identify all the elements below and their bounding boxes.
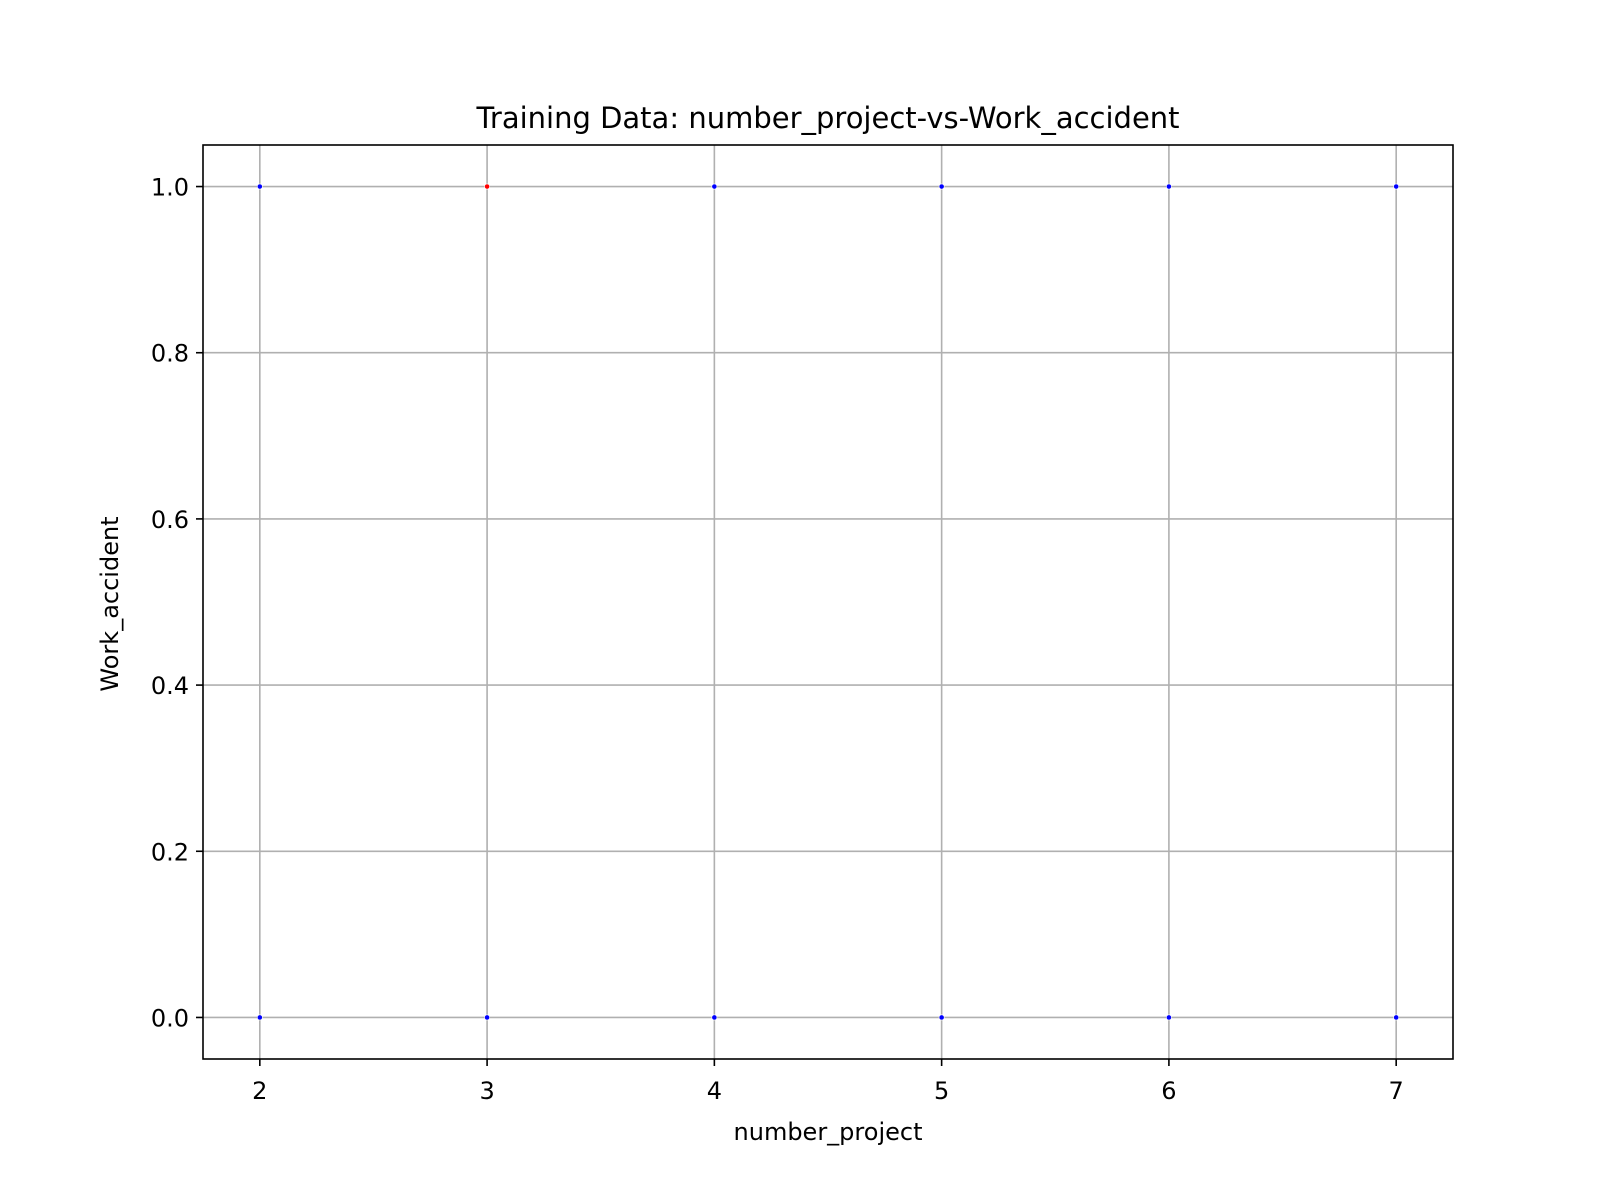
data-point (1393, 1014, 1400, 1021)
data-point (1393, 183, 1400, 190)
y-tick-label: 0.2 (151, 838, 189, 866)
y-axis-label: Work_accident (96, 516, 124, 691)
ticks-layer: 2 3 4 5 6 7 0.0 0.2 0.4 0.6 0.8 1.0 (151, 174, 1404, 1105)
data-point (256, 183, 263, 190)
y-tick-label: 0.6 (151, 506, 189, 534)
y-tick-label: 0.4 (151, 672, 189, 700)
data-point (711, 183, 718, 190)
data-point (484, 183, 490, 190)
x-tick-label: 6 (1161, 1077, 1176, 1105)
x-tick-label: 7 (1389, 1077, 1404, 1105)
data-point (1166, 1014, 1172, 1021)
x-axis-label: number_project (734, 1118, 923, 1146)
data-point (1166, 183, 1172, 190)
data-point (938, 183, 945, 190)
plot-frame (202, 144, 1454, 1060)
y-tick-label: 0.8 (151, 340, 189, 368)
data-point (484, 1014, 490, 1021)
grid-layer (203, 145, 1453, 1059)
points-layer (256, 183, 1400, 1021)
data-point (711, 1014, 718, 1021)
y-tick-label: 0.0 (151, 1004, 189, 1032)
x-tick-label: 5 (934, 1077, 949, 1105)
x-tick-label: 4 (707, 1077, 722, 1105)
chart-title: Training Data: number_project-vs-Work_ac… (475, 101, 1179, 135)
y-tick-label: 1.0 (151, 174, 189, 202)
x-tick-label: 2 (252, 1077, 267, 1105)
x-tick-label: 3 (479, 1077, 494, 1105)
data-point (256, 1014, 263, 1021)
data-point (938, 1014, 945, 1021)
